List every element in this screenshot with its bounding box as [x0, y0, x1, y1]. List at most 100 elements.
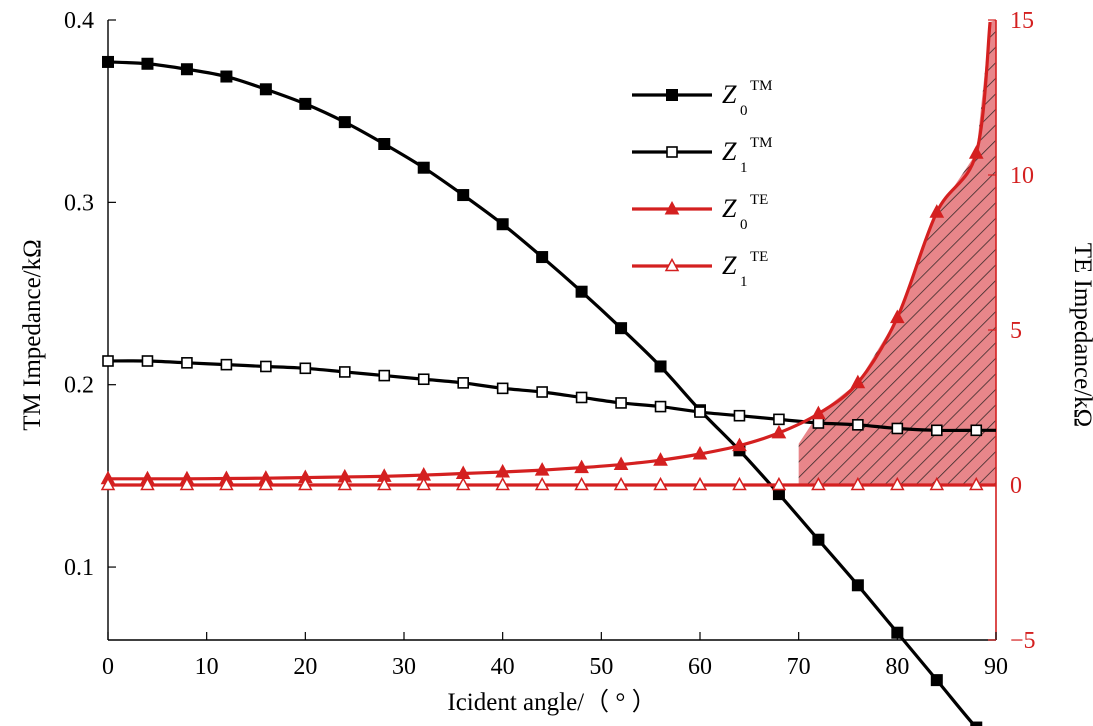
legend-label-sub: 1	[740, 274, 748, 290]
data-point-Z0TM	[496, 218, 509, 231]
data-point-Z0TM	[575, 285, 588, 298]
x-tick-label: 80	[885, 654, 909, 680]
x-tick-label: 60	[688, 654, 712, 680]
data-point-Z1TE	[100, 476, 116, 491]
data-point-Z0TE	[653, 452, 668, 466]
data-point-Z1TM	[260, 360, 272, 373]
data-point-Z1TM	[417, 373, 430, 386]
left-y-axis-title: TM Impedance/kΩ	[19, 239, 46, 430]
data-point-Z1TM	[733, 409, 746, 422]
data-point-Z0TE	[732, 437, 747, 452]
x-tick-label: 70	[787, 654, 811, 680]
series-Z1TE	[100, 476, 996, 491]
data-point-Z1TE	[574, 476, 589, 491]
data-point-Z1TM	[970, 424, 983, 437]
data-point-Z1TM	[299, 362, 312, 375]
data-point-Z1TE	[219, 476, 234, 491]
x-tick-label: 30	[392, 654, 416, 680]
legend-label-main: Z	[722, 251, 737, 280]
data-point-Z1TE	[534, 476, 550, 491]
legend-label-sub: 1	[740, 160, 748, 176]
data-point-Z1TE	[377, 476, 392, 491]
data-point-Z1TM	[812, 417, 825, 429]
data-point-Z1TM	[536, 386, 548, 398]
right-y-tick-label: 15	[1010, 8, 1034, 34]
data-point-Z0TE	[692, 445, 708, 460]
data-point-Z1TE	[692, 476, 708, 491]
x-tick-label: 50	[589, 654, 613, 680]
data-point-Z0TE	[613, 456, 629, 471]
x-tick-label: 0	[102, 654, 114, 680]
data-point-Z0TM	[180, 63, 193, 76]
data-point-Z1TM	[891, 422, 904, 435]
data-point-Z1TM	[378, 369, 391, 382]
data-point-Z0TE	[889, 309, 905, 324]
fill-layer	[798, 20, 996, 485]
legend-label-sub: 0	[740, 103, 748, 119]
right-y-axis-title: TE Impedance/kΩ	[1069, 243, 1093, 427]
data-point-Z0TM	[220, 70, 233, 83]
data-point-Z1TE	[416, 476, 431, 491]
data-point-Z0TE	[968, 145, 984, 159]
data-point-Z1TM	[181, 357, 193, 369]
x-tick-label: 90	[984, 654, 1008, 680]
data-point-Z1TM	[615, 397, 627, 409]
legend-label-sup: TE	[750, 192, 768, 208]
data-point-Z0TM	[102, 55, 114, 68]
legend-label-sub: 0	[740, 217, 748, 233]
right-y-tick-label: 0	[1010, 473, 1022, 499]
data-point-Z1TE	[850, 476, 866, 491]
data-point-Z1TE	[298, 476, 313, 491]
data-point-Z0TM	[259, 83, 272, 96]
legend-label-sup: TM	[750, 78, 773, 94]
legend-label-main: Z	[722, 80, 737, 109]
data-point-Z0TE	[850, 374, 866, 389]
data-point-Z0TM	[654, 360, 667, 373]
right-y-tick-label: 5	[1010, 318, 1022, 344]
left-y-tick-label: 0.1	[64, 555, 94, 581]
data-point-Z1TE	[890, 476, 905, 491]
data-point-Z1TE	[140, 476, 155, 491]
left-y-tick-label: 0.2	[64, 373, 94, 399]
axes-layer: 0 10 20 30 40 50 60 70 80 900.10.20.30.4−5051015I…	[19, 8, 1093, 716]
data-point-Z1TE	[613, 476, 629, 491]
data-point-Z0TM	[772, 488, 785, 501]
legend-marker	[666, 89, 678, 101]
data-point-Z1TM	[141, 355, 154, 367]
data-point-Z0TM	[615, 322, 628, 335]
left-y-tick-label: 0.4	[64, 8, 94, 34]
left-y-tick-label: 0.3	[64, 190, 94, 216]
data-point-Z0TE	[811, 405, 826, 420]
data-point-Z1TM	[220, 358, 233, 371]
data-point-Z1TE	[258, 476, 274, 491]
legend-label-main: Z	[722, 194, 737, 223]
legend-marker	[664, 257, 680, 272]
data-point-Z0TM	[812, 533, 825, 546]
data-point-Z1TE	[337, 476, 353, 491]
shaded-region	[798, 20, 996, 485]
data-point-Z0TM	[970, 721, 983, 726]
data-point-Z1TE	[771, 476, 787, 491]
data-point-Z1TM	[654, 400, 667, 413]
data-point-Z0TM	[851, 579, 864, 592]
data-point-Z0TE	[534, 462, 550, 476]
series-Z1TM	[102, 355, 996, 437]
legend-label-sup: TE	[750, 249, 768, 265]
data-point-Z1TE	[179, 476, 195, 491]
data-point-Z1TM	[930, 424, 943, 437]
data-point-Z1TM	[102, 355, 114, 367]
data-point-Z1TE	[495, 476, 510, 491]
data-point-Z1TE	[455, 476, 471, 491]
data-point-Z1TM	[338, 366, 351, 378]
data-point-Z1TM	[773, 413, 785, 426]
legend-label-main: Z	[722, 137, 737, 166]
data-point-Z0TE	[929, 204, 945, 218]
data-point-Z0TM	[891, 626, 904, 639]
right-y-tick-label: 10	[1010, 163, 1034, 189]
legend-marker	[666, 146, 678, 158]
data-point-Z0TE	[771, 424, 787, 439]
data-point-Z1TM	[694, 406, 706, 418]
